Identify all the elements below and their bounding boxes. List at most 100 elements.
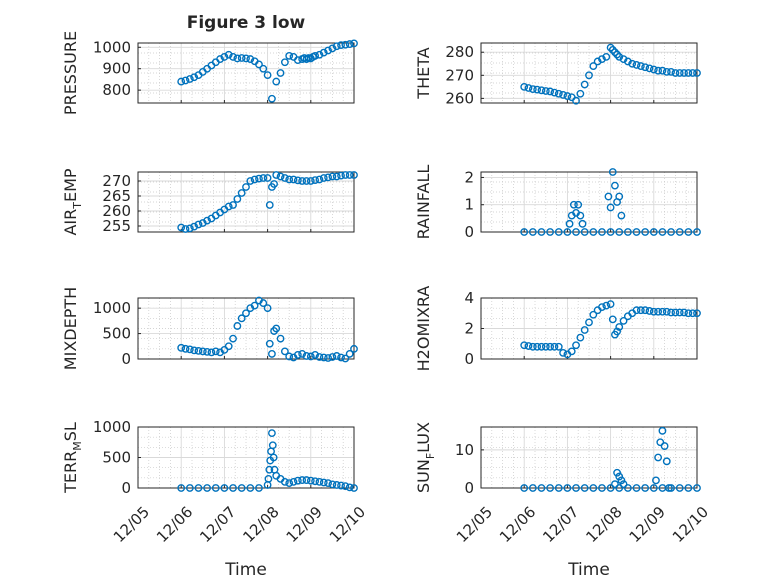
data-point — [528, 342, 537, 351]
data-point — [680, 69, 688, 77]
data-point — [270, 180, 278, 188]
x-axis-label-left: Time — [224, 560, 267, 580]
data-point — [559, 91, 567, 99]
data-point — [615, 228, 624, 236]
data-point — [306, 177, 315, 185]
x-axis-label-right: Time — [567, 560, 610, 580]
data-point — [576, 333, 585, 342]
data-point — [272, 171, 281, 179]
data-point — [337, 481, 345, 490]
data-point — [259, 299, 268, 307]
data-point — [654, 307, 663, 316]
data-point — [181, 76, 190, 85]
data-point — [675, 308, 684, 317]
data-point — [328, 172, 337, 181]
data-point — [658, 426, 667, 435]
data-point — [520, 82, 529, 91]
data-point — [688, 309, 697, 318]
data-point — [177, 343, 186, 352]
data-point — [324, 354, 332, 362]
data-point — [237, 189, 246, 197]
data-point — [617, 211, 626, 220]
data-point — [615, 472, 624, 481]
data-point — [580, 326, 589, 334]
data-point — [276, 69, 285, 77]
data-point — [589, 228, 598, 236]
data-point — [667, 308, 675, 317]
data-point — [569, 200, 578, 209]
data-point — [211, 484, 220, 492]
data-point — [563, 92, 572, 100]
data-point — [533, 85, 542, 94]
data-point — [662, 67, 671, 76]
data-point — [671, 308, 680, 317]
data-point — [576, 211, 585, 220]
data-point — [537, 342, 546, 351]
data-point — [332, 481, 341, 489]
data-point — [667, 67, 675, 76]
data-point — [233, 54, 242, 63]
data-point — [237, 314, 246, 323]
data-point — [546, 484, 555, 492]
data-point — [319, 48, 328, 57]
y-tick-label: 900 — [102, 60, 131, 78]
data-point — [272, 77, 281, 86]
data-point — [242, 54, 250, 63]
y-tick-label: 2 — [464, 168, 474, 186]
data-point — [224, 50, 233, 59]
data-point — [190, 222, 199, 231]
data-point — [268, 94, 276, 103]
subplot-sun-flux: 12/05 12/06 12/07 12/08 12/09 12/10 0 10 SUNFLUX — [414, 422, 712, 546]
x-tick-label: 12/08 — [582, 503, 625, 546]
data-point — [623, 484, 632, 492]
data-point — [623, 57, 632, 66]
data-point — [194, 220, 203, 229]
data-point — [345, 350, 354, 358]
data-point — [606, 300, 615, 308]
subplot-rainfall: 0 1 2 RAINFALL — [414, 165, 701, 241]
data-point — [572, 341, 580, 350]
data-point — [585, 71, 593, 80]
data-point — [671, 69, 680, 77]
y-tick-label: 10 — [455, 441, 474, 459]
data-point — [606, 484, 615, 492]
y-tick-label: 500 — [102, 325, 131, 343]
data-point — [250, 301, 259, 310]
data-point — [332, 42, 341, 51]
data-point — [220, 484, 229, 492]
data-point — [311, 351, 320, 359]
data-point — [617, 476, 626, 485]
data-point — [611, 48, 619, 57]
data-point — [567, 347, 576, 356]
data-point — [298, 350, 307, 358]
data-point — [203, 347, 212, 356]
data-point — [667, 228, 675, 236]
data-point — [598, 228, 606, 236]
data-point — [276, 334, 285, 343]
data-point — [246, 55, 255, 63]
data-point — [554, 89, 563, 98]
data-point — [578, 219, 587, 228]
data-point — [565, 219, 574, 228]
data-point — [632, 484, 641, 492]
data-point — [649, 228, 658, 236]
data-point — [203, 216, 212, 225]
data-point — [268, 350, 276, 358]
data-point — [337, 41, 345, 50]
y-tick-label: 1000 — [93, 418, 131, 436]
data-point — [554, 342, 563, 351]
data-point — [324, 173, 332, 182]
data-point — [608, 46, 617, 54]
data-point — [302, 476, 311, 484]
data-point — [654, 453, 663, 462]
data-point — [341, 354, 350, 363]
data-point — [528, 484, 537, 492]
data-point — [280, 58, 289, 67]
data-point — [237, 484, 246, 492]
data-point — [293, 56, 302, 65]
data-point — [280, 477, 289, 486]
data-point — [563, 484, 572, 492]
data-point — [688, 69, 697, 77]
x-tick-label: 12/05 — [453, 503, 496, 546]
